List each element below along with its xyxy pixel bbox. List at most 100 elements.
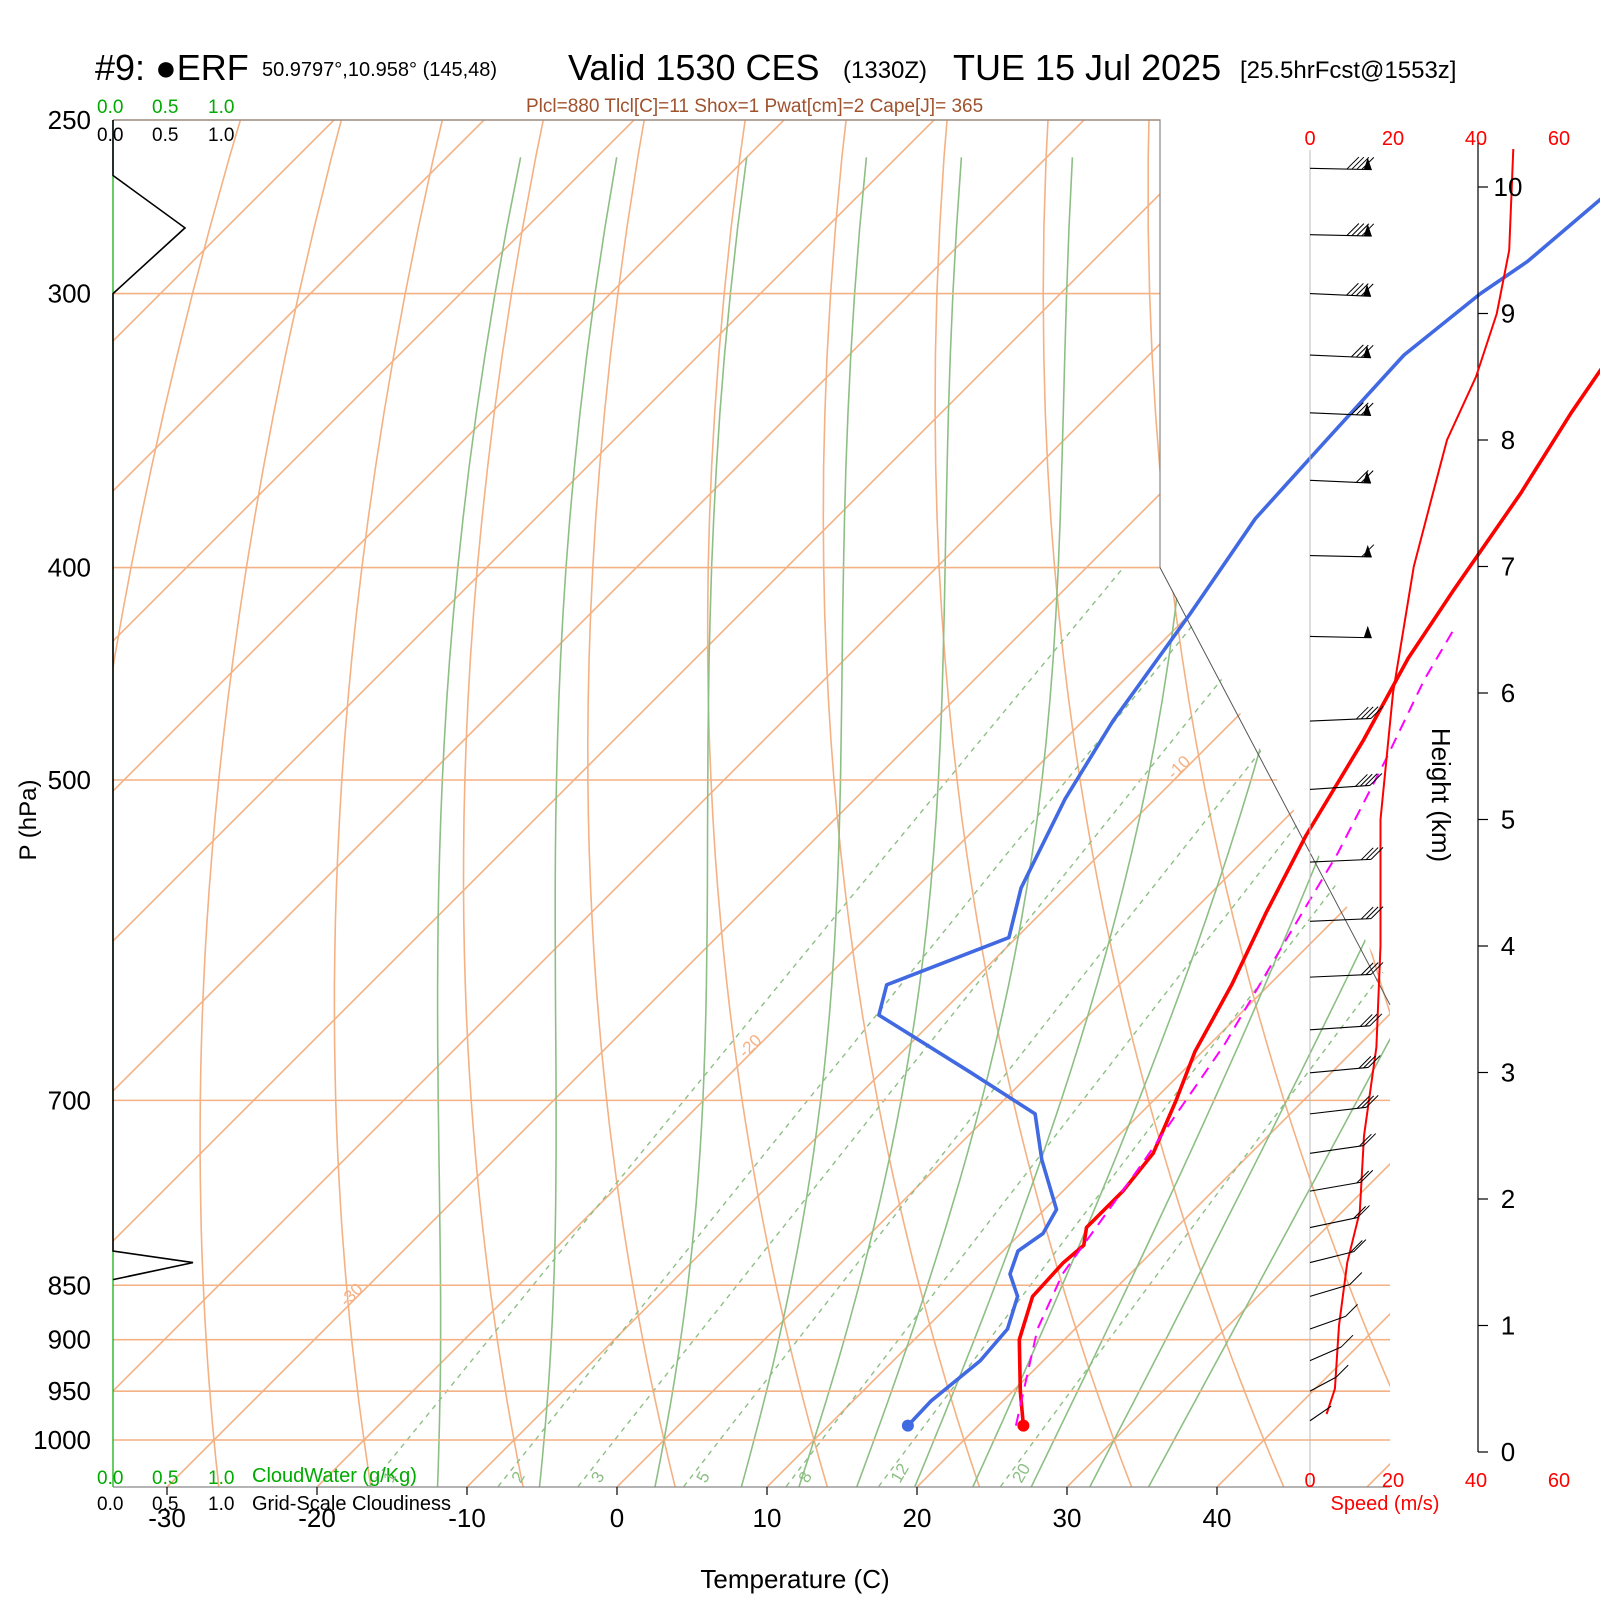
wind-barb-staff bbox=[1309, 412, 1372, 417]
speed-tick-label: 60 bbox=[1548, 1470, 1570, 1492]
dry-adiabat bbox=[934, 120, 1150, 1487]
wind-barb-flag bbox=[1365, 962, 1379, 975]
moist-adiabat bbox=[1026, 157, 1390, 1487]
height-tick-label: 6 bbox=[1501, 678, 1515, 708]
wind-barb bbox=[1309, 1205, 1370, 1229]
isotherm-label: -10 bbox=[1163, 752, 1194, 783]
pressure-tick-label: 850 bbox=[48, 1270, 91, 1300]
wind-barb-staff bbox=[1309, 1144, 1364, 1154]
wind-barb-staff bbox=[1309, 1217, 1358, 1229]
dry-adiabat bbox=[462, 120, 552, 1487]
wind-speed-line bbox=[1325, 148, 1515, 1415]
wind-barb-flag bbox=[1346, 282, 1359, 296]
wind-barb-staff bbox=[1309, 479, 1372, 484]
temperature-line bbox=[1017, 367, 1600, 1426]
pressure-tick-label: 950 bbox=[48, 1376, 91, 1406]
wind-barb bbox=[1309, 773, 1383, 791]
height-axis-label: Height (km) bbox=[1426, 728, 1456, 862]
wind-barb-staff bbox=[1309, 1283, 1351, 1297]
wind-barb-flag bbox=[1370, 847, 1384, 860]
wind-barb bbox=[1309, 1364, 1349, 1392]
wind-barb-flag bbox=[1360, 344, 1374, 358]
isotherm bbox=[113, 120, 564, 1487]
indices-line: Plcl=880 Tlcl[C]=11 Shox=1 Pwat[cm]=2 Ca… bbox=[526, 96, 983, 117]
wind-barb bbox=[1309, 402, 1374, 417]
moist-adiabat bbox=[537, 157, 618, 1487]
wind-barb-flag bbox=[1335, 1364, 1349, 1378]
mixing-ratio-line bbox=[577, 567, 1313, 1487]
wind-barb-flag bbox=[1351, 223, 1365, 236]
wind-barb-flag bbox=[1358, 1055, 1372, 1069]
height-tick-label: 9 bbox=[1501, 299, 1515, 329]
dewpoint-surface-marker bbox=[901, 1419, 914, 1432]
pressure-tick-label: 700 bbox=[48, 1085, 91, 1115]
wind-barb bbox=[1309, 1094, 1379, 1115]
dry-adiabat bbox=[113, 120, 253, 1487]
mixing-ratio-line bbox=[368, 567, 1124, 1487]
parcel-line bbox=[1014, 624, 1458, 1426]
isotherm bbox=[113, 120, 1164, 1487]
wind-barb-flag bbox=[1359, 773, 1373, 787]
height-tick-label: 8 bbox=[1501, 425, 1515, 455]
wind-barb-flag bbox=[1360, 706, 1374, 720]
wind-barb-flag bbox=[1360, 962, 1374, 976]
pressure-tick-label: 900 bbox=[48, 1325, 91, 1355]
speed-tick-label: 0 bbox=[1304, 128, 1315, 150]
dewpoint-line bbox=[877, 197, 1600, 1427]
wind-barb-flag bbox=[1370, 962, 1384, 975]
wind-barb-flag bbox=[1340, 1334, 1354, 1348]
wind-barb-flag bbox=[1355, 774, 1368, 787]
height-tick-label: 5 bbox=[1501, 805, 1515, 835]
dry-adiabat bbox=[199, 120, 353, 1487]
mixing-ratio-label: 20 bbox=[1008, 1460, 1034, 1486]
wind-barb-flag bbox=[1351, 344, 1364, 358]
pressure-tick-label: 400 bbox=[48, 553, 91, 583]
dry-adiabat bbox=[1549, 81, 1600, 1531]
wind-barb bbox=[1309, 1133, 1377, 1154]
speed-tick-label: 0 bbox=[1304, 1470, 1315, 1492]
wind-barb bbox=[1309, 1169, 1374, 1192]
mixing-ratio-label: 12 bbox=[887, 1460, 913, 1486]
wind-barb-flag bbox=[1355, 402, 1369, 416]
wind-barb-flag bbox=[1360, 402, 1374, 416]
cloudwater-label: CloudWater (g/Kg) bbox=[252, 1465, 417, 1487]
wind-barb-flag bbox=[1356, 1096, 1370, 1109]
wind-barb-flag bbox=[1355, 344, 1369, 358]
wind-barb bbox=[1309, 706, 1384, 722]
speed-tick-label: 60 bbox=[1548, 128, 1570, 150]
moist-adiabat bbox=[1084, 157, 1390, 1487]
wind-barb-flag bbox=[1351, 283, 1364, 296]
moist-adiabat bbox=[436, 157, 522, 1487]
mixing-ratio-label: 3 bbox=[587, 1468, 608, 1486]
wind-barb-flag bbox=[1355, 283, 1369, 296]
wind-barb-flag bbox=[1360, 470, 1374, 483]
wind-barb-flag bbox=[1356, 156, 1370, 170]
wind-barb-flag bbox=[1361, 1095, 1375, 1109]
wind-barb bbox=[1309, 1272, 1363, 1297]
wind-barb-flag bbox=[1364, 773, 1378, 787]
isotherm bbox=[290, 120, 1390, 1487]
cl-top-tick-2: 1.0 bbox=[208, 125, 234, 146]
isotherm-label: -30 bbox=[336, 1279, 367, 1310]
mixing-ratio-line bbox=[683, 567, 1390, 1487]
speed-axis-label: Speed (m/s) bbox=[1331, 1493, 1440, 1515]
wind-barb-flag bbox=[1360, 283, 1374, 297]
wind-barb bbox=[1309, 1303, 1358, 1330]
wind-barb-staff bbox=[1309, 1106, 1367, 1115]
wind-barb-staff bbox=[1309, 1025, 1370, 1031]
dry-adiabat bbox=[1042, 120, 1304, 1487]
wind-barb-flag bbox=[1346, 223, 1360, 236]
wind-barb-flag bbox=[1356, 223, 1370, 237]
wind-barb-staff bbox=[1309, 555, 1372, 558]
wind-barb-staff bbox=[1309, 1251, 1354, 1264]
wind-barb-flag bbox=[1367, 1055, 1381, 1068]
plot-frame-top bbox=[113, 119, 1161, 568]
temperature-tick-label: -20 bbox=[298, 1503, 336, 1533]
pressure-tick-label: 250 bbox=[48, 105, 91, 135]
wind-barb-flag bbox=[1365, 706, 1379, 719]
wind-barb-flag bbox=[1361, 544, 1375, 558]
cl-bottom-tick-1: 0.5 bbox=[152, 1494, 178, 1515]
pressure-tick-label: 1000 bbox=[33, 1425, 91, 1455]
wind-barb bbox=[1309, 223, 1375, 237]
